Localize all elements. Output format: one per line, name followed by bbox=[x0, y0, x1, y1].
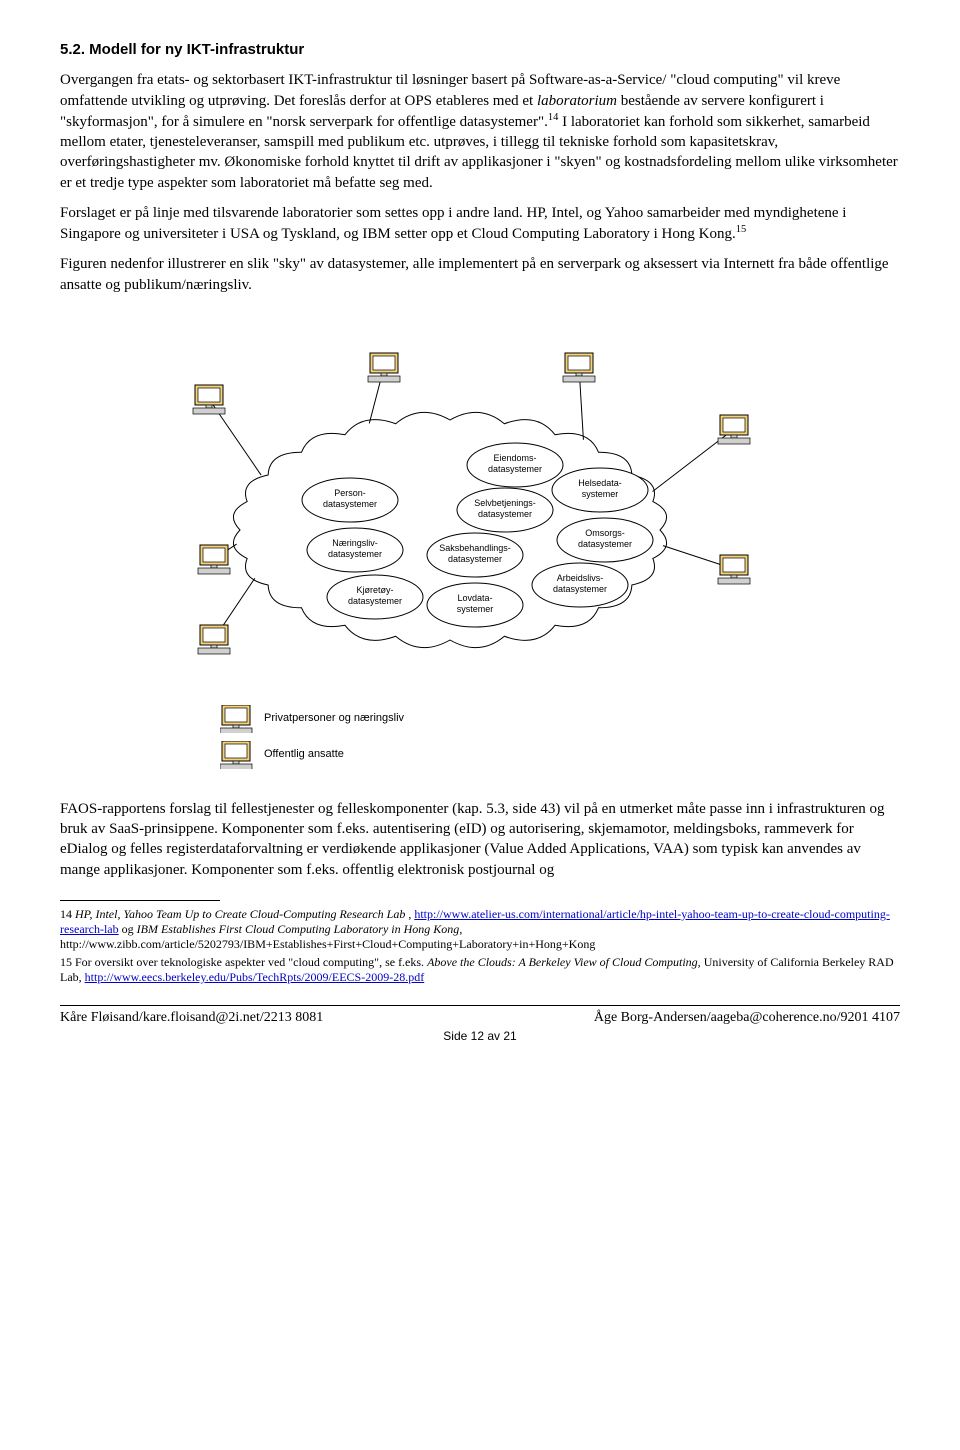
footnote-separator bbox=[60, 900, 220, 901]
fn14-title1: HP, Intel, Yahoo Team Up to Create Cloud… bbox=[72, 907, 405, 921]
svg-text:datasystemer: datasystemer bbox=[348, 596, 402, 606]
fn15-link[interactable]: http://www.eecs.berkeley.edu/Pubs/TechRp… bbox=[85, 970, 425, 984]
svg-text:Omsorgs-: Omsorgs- bbox=[585, 528, 625, 538]
paragraph-2: Forslaget er på linje med tilsvarende la… bbox=[60, 203, 900, 245]
para2-text: Forslaget er på linje med tilsvarende la… bbox=[60, 205, 846, 242]
footer-left: Kåre Fløisand/kare.floisand@2i.net/2213 … bbox=[60, 1009, 323, 1028]
svg-text:Selvbetjenings-: Selvbetjenings- bbox=[474, 498, 536, 508]
footnote-ref-14: 14 bbox=[548, 112, 559, 123]
svg-text:Helsedata-: Helsedata- bbox=[578, 478, 622, 488]
svg-text:Næringsliv-: Næringsliv- bbox=[332, 538, 378, 548]
svg-text:datasystemer: datasystemer bbox=[478, 509, 532, 519]
legend-row-priv: Privatpersoner og næringsliv bbox=[220, 705, 820, 733]
svg-text:datasystemer: datasystemer bbox=[553, 584, 607, 594]
svg-text:Eiendoms-: Eiendoms- bbox=[493, 453, 536, 463]
page-footer: Kåre Fløisand/kare.floisand@2i.net/2213 … bbox=[60, 1005, 900, 1044]
cloud-diagram: Person-datasystemerNæringsliv-datasystem… bbox=[140, 325, 820, 769]
legend-label-off: Offentlig ansatte bbox=[264, 747, 344, 762]
footer-page: Side 12 av 21 bbox=[443, 1028, 516, 1044]
legend-label-priv: Privatpersoner og næringsliv bbox=[264, 711, 404, 726]
svg-text:datasystemer: datasystemer bbox=[323, 499, 377, 509]
svg-text:Lovdata-: Lovdata- bbox=[457, 593, 492, 603]
footnote-14: 14 HP, Intel, Yahoo Team Up to Create Cl… bbox=[60, 907, 900, 952]
paragraph-3: Figuren nedenfor illustrerer en slik "sk… bbox=[60, 254, 900, 295]
fn15-text1: For oversikt over teknologiske aspekter … bbox=[72, 955, 427, 969]
footnote-ref-15: 15 bbox=[736, 224, 747, 235]
svg-text:datasystemer: datasystemer bbox=[328, 549, 382, 559]
fn14-title2: IBM Establishes First Cloud Computing La… bbox=[137, 922, 460, 936]
legend-row-off: Offentlig ansatte bbox=[220, 741, 820, 769]
svg-text:Person-: Person- bbox=[334, 488, 366, 498]
svg-text:Kjøretøy-: Kjøretøy- bbox=[357, 585, 394, 595]
svg-text:Arbeidslivs-: Arbeidslivs- bbox=[557, 573, 604, 583]
fn15-title: Above the Clouds: A Berkeley View of Clo… bbox=[427, 955, 701, 969]
svg-text:Saksbehandlings-: Saksbehandlings- bbox=[439, 543, 511, 553]
diagram-legend: Privatpersoner og næringsliv Offentlig a… bbox=[220, 705, 820, 769]
paragraph-1: Overgangen fra etats- og sektorbasert IK… bbox=[60, 70, 900, 193]
fn14-num: 14 bbox=[60, 907, 72, 921]
svg-text:systemer: systemer bbox=[582, 489, 619, 499]
fn14-sep: , bbox=[405, 907, 414, 921]
svg-text:datasystemer: datasystemer bbox=[488, 464, 542, 474]
footer-right: Åge Borg-Andersen/aageba@coherence.no/92… bbox=[594, 1009, 900, 1028]
fn14-link2-text: http://www.zibb.com/article/5202793/IBM+… bbox=[60, 937, 595, 951]
footnote-15: 15 For oversikt over teknologiske aspekt… bbox=[60, 955, 900, 985]
svg-text:datasystemer: datasystemer bbox=[578, 539, 632, 549]
svg-text:datasystemer: datasystemer bbox=[448, 554, 502, 564]
paragraph-4: FAOS-rapportens forslag til fellestjenes… bbox=[60, 799, 900, 880]
fn14-comma: , bbox=[459, 922, 462, 936]
svg-text:systemer: systemer bbox=[457, 604, 494, 614]
fn15-num: 15 bbox=[60, 955, 72, 969]
section-heading: 5.2. Modell for ny IKT-infrastruktur bbox=[60, 40, 900, 60]
fn14-og: og bbox=[119, 922, 137, 936]
para1-italic: laboratorium bbox=[537, 93, 617, 109]
